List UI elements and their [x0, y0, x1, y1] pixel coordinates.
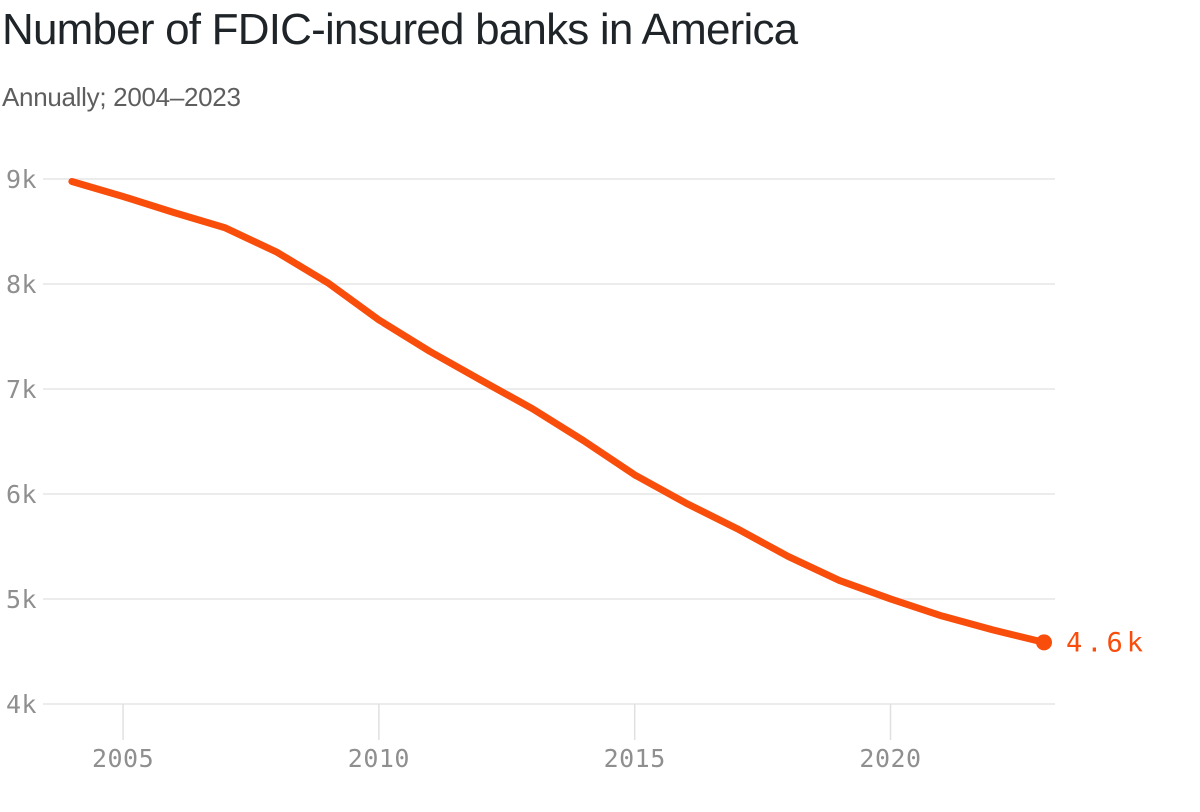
y-axis-label: 4k — [6, 690, 37, 719]
data-line — [68, 178, 1048, 646]
y-axis-label: 9k — [6, 165, 37, 194]
chart-title: Number of FDIC-insured banks in America — [2, 5, 798, 54]
y-axis-label: 6k — [6, 480, 37, 509]
x-axis-label: 2005 — [92, 744, 154, 773]
x-axis-label: 2010 — [348, 744, 410, 773]
chart-subtitle: Annually; 2004–2023 — [2, 82, 241, 112]
end-point-value-label: 4.6k — [1066, 627, 1147, 658]
end-point-marker — [1035, 634, 1052, 651]
x-axis-label: 2020 — [859, 744, 921, 773]
x-axis-label: 2015 — [604, 744, 666, 773]
y-axis-label: 7k — [6, 375, 37, 404]
y-axis-label: 5k — [6, 585, 37, 614]
y-axis-label: 8k — [6, 270, 37, 299]
